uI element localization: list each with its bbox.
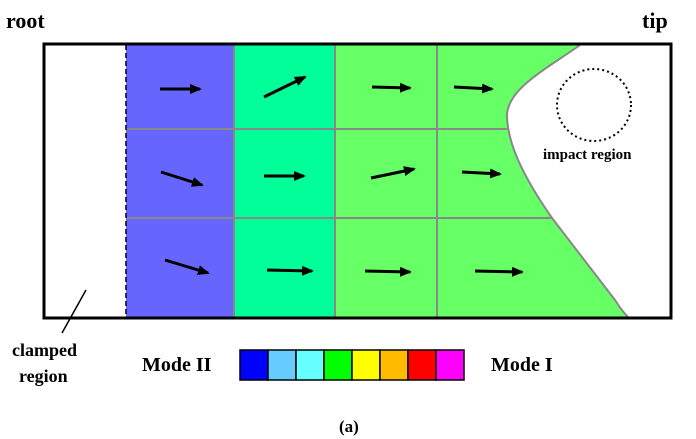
right-arrow-icon [364,266,412,277]
clamped-label-line1: clamped [12,340,77,360]
color-scale [239,349,465,381]
right-arrow-icon [164,258,210,275]
right-arrow-icon [371,82,412,93]
right-arrow-icon [160,170,204,187]
mode-ii-column [126,45,234,317]
color-scale-swatch [379,349,409,381]
color-scale-swatch [267,349,297,381]
color-scale-swatch [323,349,353,381]
clamped-label-line2: region [19,366,68,386]
right-arrow-icon [461,168,502,179]
grid-lines [126,44,629,318]
mode-ii-label: Mode II [142,354,212,376]
impact-region-circle [556,68,632,142]
clamped-pointer-line [61,289,87,334]
arrows [160,75,524,277]
figure-caption: (a) [339,417,359,436]
root-label: root [6,8,45,33]
mode-i-region [335,45,628,317]
color-scale-swatch [435,349,465,381]
impact-region-label: impact region [543,147,632,163]
tip-label: tip [642,8,668,33]
right-arrow-icon [266,265,314,276]
color-scale-swatch [239,349,269,381]
color-scale-swatch [407,349,437,381]
right-arrow-icon [474,266,524,277]
plate-border [42,42,673,320]
mode-i-label: Mode I [491,354,553,376]
color-scale-swatch [351,349,381,381]
right-arrow-icon [263,75,307,99]
right-arrow-icon [370,166,416,180]
right-arrow-icon [453,83,494,94]
color-scale-swatch [295,349,325,381]
